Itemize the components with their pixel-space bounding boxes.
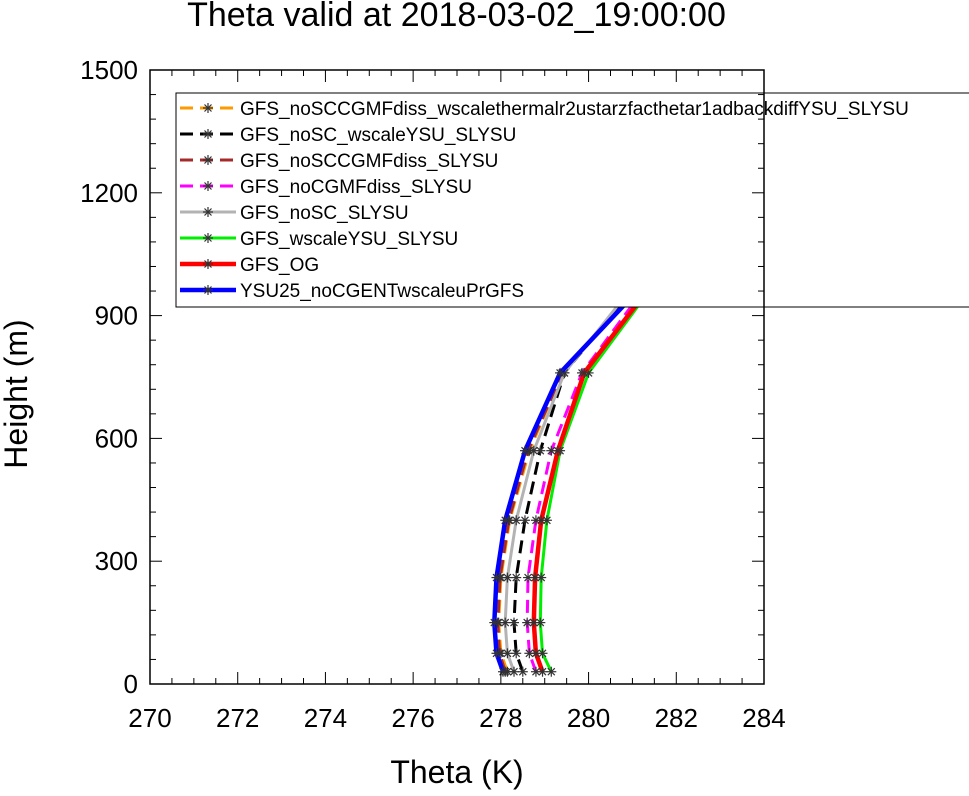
legend-label: GFS_noSC_wscaleYSU_SLYSU [240, 125, 516, 146]
legend-label: YSU25_noCGENTwscaleuPrGFS [240, 281, 524, 302]
data-point [498, 666, 509, 677]
legend-box [175, 92, 969, 308]
legend-item-8: YSU25_noCGENTwscaleuPrGFS [180, 281, 524, 302]
legend-label: GFS_noSC_SLYSU [240, 203, 409, 224]
data-point [491, 648, 502, 659]
chart-title: Theta valid at 2018-03-02_19:00:00 [187, 0, 726, 34]
data-point [530, 572, 541, 583]
x-tick-label: 284 [742, 703, 785, 733]
legend-marker [203, 207, 213, 217]
y-tick-label: 900 [95, 301, 138, 331]
x-tick-label: 276 [391, 703, 434, 733]
x-tick-label: 278 [479, 703, 522, 733]
legend-item-4: GFS_noCGMFdiss_SLYSU [180, 177, 472, 198]
legend-item-1: GFS_noSCCGMFdiss_wscalethermalr2ustarzfa… [180, 99, 909, 120]
legend-label: GFS_noSCCGMFdiss_SLYSU [240, 151, 498, 172]
series-line [525, 187, 765, 673]
legend-item-6: GFS_wscaleYSU_SLYSU [180, 229, 458, 250]
data-point [579, 367, 590, 378]
x-axis-label: Theta (K) [390, 754, 524, 790]
y-tick-label: 300 [95, 546, 138, 576]
legend-marker [203, 129, 213, 139]
legend-marker [203, 233, 213, 243]
data-point [555, 367, 566, 378]
data-point [552, 445, 563, 456]
data-point [519, 515, 530, 526]
y-tick-label: 600 [95, 423, 138, 453]
data-point [500, 617, 511, 628]
x-tick-label: 272 [216, 703, 259, 733]
data-point [511, 572, 522, 583]
data-point [530, 666, 541, 677]
legend-marker [203, 103, 213, 113]
legend-marker [203, 285, 213, 295]
legend-marker [203, 155, 213, 165]
data-point [511, 515, 522, 526]
legend: GFS_noSCCGMFdiss_wscalethermalr2ustarzfa… [175, 92, 969, 308]
y-axis-label: Height (m) [0, 319, 34, 469]
y-tick-label: 1200 [80, 178, 138, 208]
legend-label: GFS_OG [240, 255, 319, 276]
legend-label: GFS_noCGMFdiss_SLYSU [240, 177, 472, 198]
data-point [536, 515, 547, 526]
axes: 270 272 274 276 278 280 282 284 0 300 600 900 1200 15… [80, 55, 786, 733]
data-point [511, 648, 522, 659]
legend-marker [203, 259, 213, 269]
legend-item-2: GFS_noSC_wscaleYSU_SLYSU [180, 125, 516, 146]
legend-item-5: GFS_noSC_SLYSU [180, 203, 409, 224]
data-point [489, 617, 500, 628]
data-point [502, 648, 513, 659]
data-point [528, 445, 539, 456]
y-tick-label: 0 [124, 669, 138, 699]
data-point [546, 445, 557, 456]
data-point [517, 666, 528, 677]
x-tick-label: 270 [128, 703, 171, 733]
data-point [546, 666, 557, 677]
data-point [500, 515, 511, 526]
legend-item-3: GFS_noSCCGMFdiss_SLYSU [180, 151, 498, 172]
legend-marker [203, 181, 213, 191]
legend-label: GFS_noSCCGMFdiss_wscalethermalr2ustarzfa… [240, 99, 909, 120]
x-tick-label: 282 [655, 703, 698, 733]
data-point [537, 648, 548, 659]
data-point [509, 666, 520, 677]
data-point [509, 617, 520, 628]
data-point [528, 617, 539, 628]
data-point [491, 572, 502, 583]
x-tick-label: 274 [304, 703, 347, 733]
data-point [519, 445, 530, 456]
y-tick-label: 1500 [80, 55, 138, 85]
legend-label: GFS_wscaleYSU_SLYSU [240, 229, 458, 250]
data-point [541, 515, 552, 526]
x-tick-label: 280 [567, 703, 610, 733]
data-point [537, 666, 548, 677]
legend-item-7: GFS_OG [180, 255, 319, 276]
data-point [530, 648, 541, 659]
data-point [502, 572, 513, 583]
